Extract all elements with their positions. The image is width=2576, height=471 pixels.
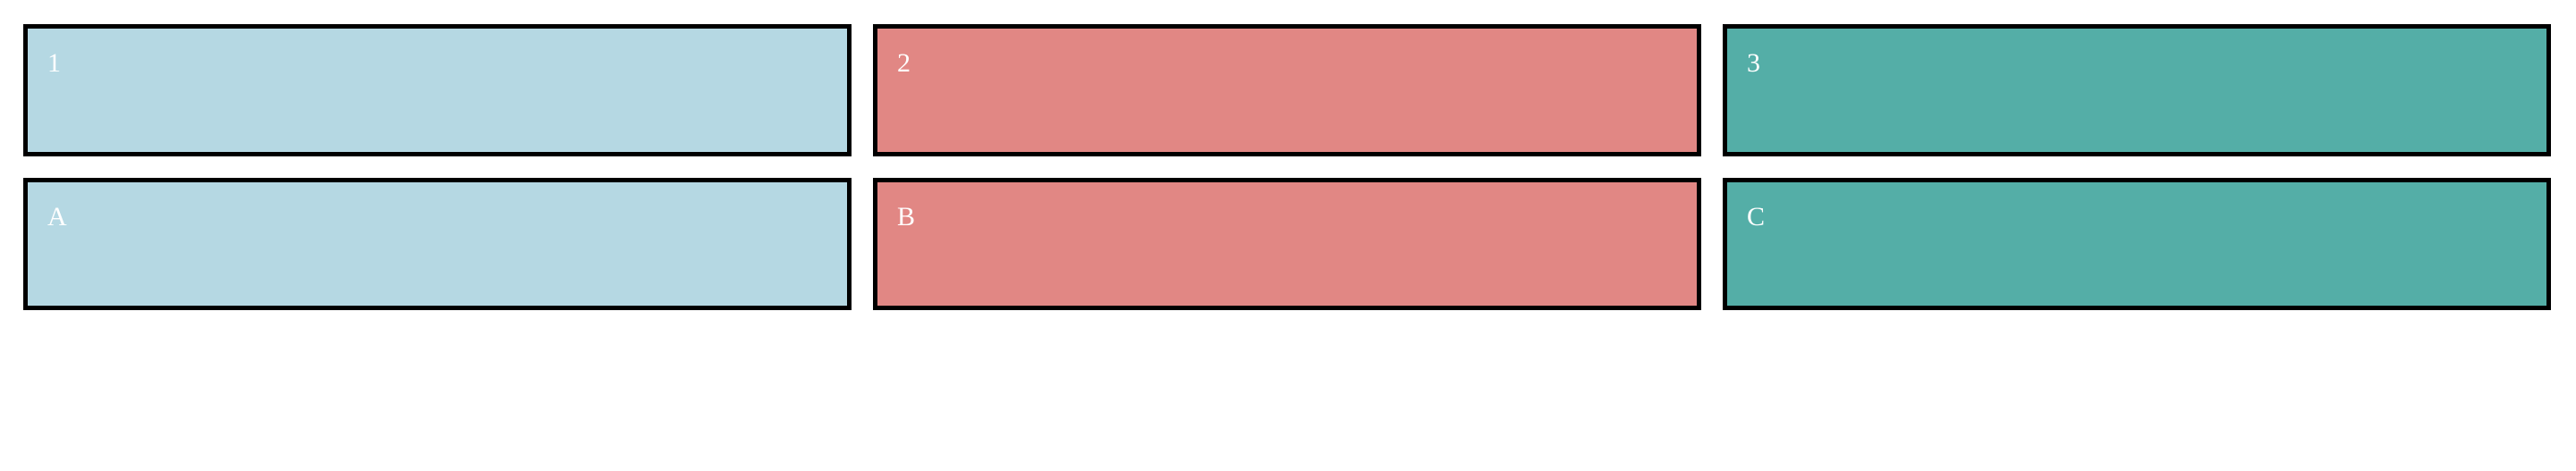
box-a-label: A bbox=[47, 202, 67, 231]
box-a: A bbox=[23, 178, 852, 310]
box-grid: 1 2 3 A B C bbox=[23, 24, 2551, 310]
box-3-label: 3 bbox=[1747, 48, 1760, 78]
box-1: 1 bbox=[23, 24, 852, 156]
box-b: B bbox=[873, 178, 1701, 310]
box-c: C bbox=[1723, 178, 2551, 310]
box-3: 3 bbox=[1723, 24, 2551, 156]
box-c-label: C bbox=[1747, 202, 1766, 231]
box-2-label: 2 bbox=[897, 48, 911, 78]
box-2: 2 bbox=[873, 24, 1701, 156]
box-1-label: 1 bbox=[47, 48, 61, 78]
box-b-label: B bbox=[897, 202, 916, 231]
